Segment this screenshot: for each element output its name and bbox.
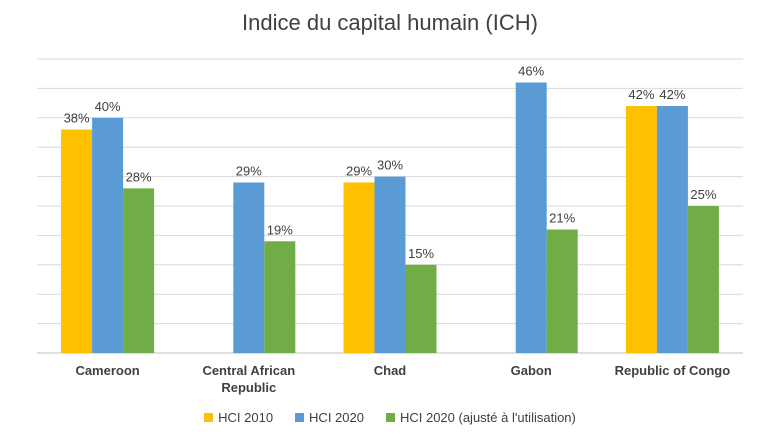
bar-hci-2020-4	[656, 106, 688, 353]
bar-hci-2020-0	[92, 117, 124, 353]
bar-hci-2020-1	[233, 182, 265, 353]
legend-label: HCI 2020	[309, 410, 364, 425]
bar-hci-2010-2	[343, 182, 375, 353]
legend: HCI 2010 HCI 2020 HCI 2020 (ajusté à l'uti…	[0, 410, 780, 425]
bar-hci-2020-2	[374, 176, 406, 353]
bar-hci-2020-adj-0	[123, 188, 155, 353]
x-tick-label: Central African	[202, 363, 295, 378]
data-label: 28%	[126, 169, 152, 184]
bar-hci-2020-3	[515, 82, 547, 354]
data-label: 29%	[346, 163, 372, 178]
bar-hci-2020-adj-1	[264, 241, 296, 353]
legend-label: HCI 2010	[218, 410, 274, 425]
data-label: 30%	[377, 158, 403, 173]
data-label: 42%	[628, 87, 654, 102]
data-label: 38%	[64, 111, 90, 126]
legend-swatch	[204, 413, 214, 422]
legend-swatch	[385, 413, 395, 422]
data-label: 19%	[267, 222, 293, 237]
legend-label: HCI 2020 (ajusté à l'utilisation)	[399, 410, 576, 425]
x-tick-label: Chad	[374, 363, 407, 378]
bar-hci-2010-0	[61, 129, 93, 353]
legend-item: HCI 2010	[204, 410, 273, 425]
legend-item: HCI 2020	[295, 410, 364, 425]
data-label: 21%	[549, 211, 575, 226]
data-label: 25%	[690, 187, 716, 202]
bar-hci-2020-adj-2	[405, 264, 437, 353]
data-label: 46%	[518, 64, 544, 79]
x-tick-label: Republic	[221, 380, 276, 395]
x-tick-label: Gabon	[511, 363, 552, 378]
data-label: 29%	[236, 163, 262, 178]
legend-swatch	[295, 413, 305, 422]
bar-hci-2020-adj-4	[687, 206, 719, 353]
data-label: 15%	[408, 246, 434, 261]
legend-item: HCI 2020 (ajusté à l'utilisation)	[385, 410, 576, 425]
x-tick-label: Cameroon	[75, 363, 139, 378]
x-tick-label: Republic of Congo	[615, 363, 731, 378]
chart-title: Indice du capital humain (ICH)	[242, 10, 538, 35]
data-label: 40%	[95, 99, 121, 114]
data-label: 42%	[659, 87, 685, 102]
bar-hci-2010-4	[625, 106, 657, 353]
bar-hci-2020-adj-3	[546, 229, 578, 353]
